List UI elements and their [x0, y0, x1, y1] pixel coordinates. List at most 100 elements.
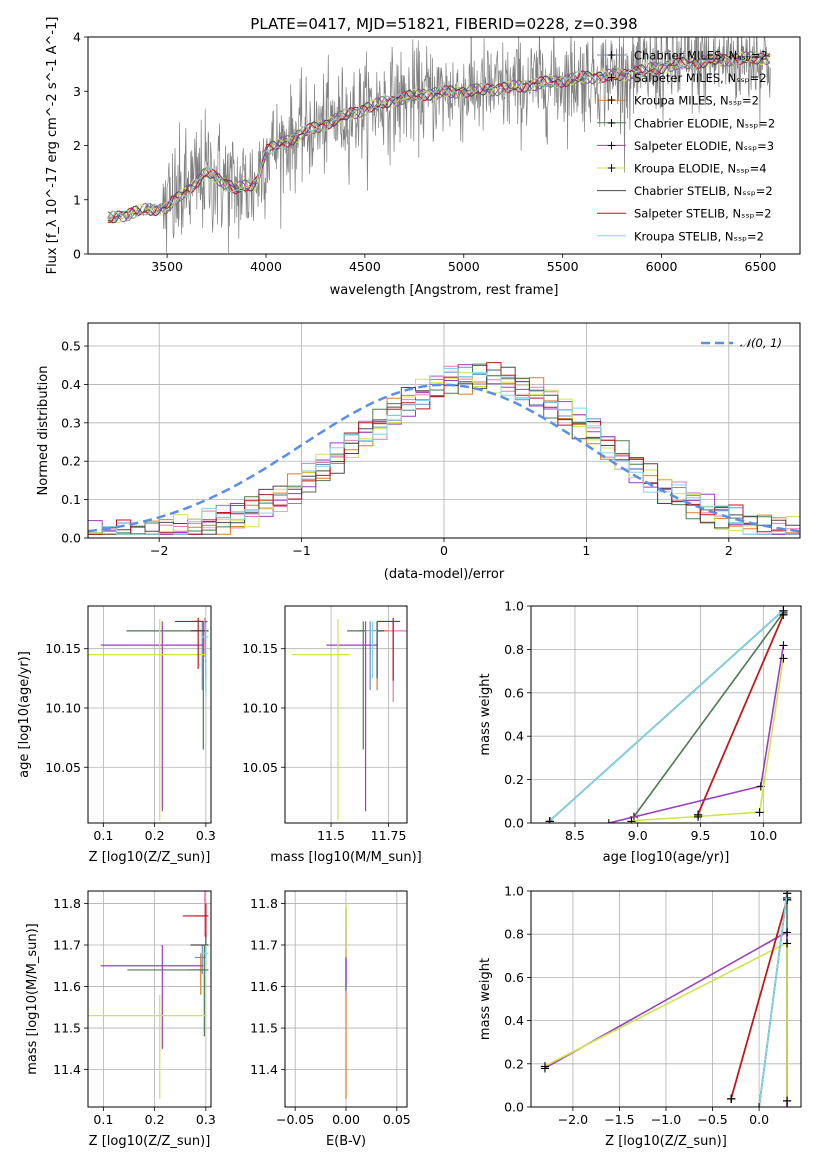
massZ-frame	[87, 890, 212, 1108]
ageZ-xlabel: Z [log10(Z/Z_sun)]	[89, 850, 211, 865]
hist-axes: −2 −1 0 1 2 0.0 0.1 0.2 0.3 0.4 0.5	[61, 322, 801, 558]
mwA-grid	[531, 605, 801, 824]
hist-ytick-label: 0.2	[61, 454, 81, 469]
massZ-xtick-label: 0.3	[196, 1112, 216, 1127]
mwZ-marker: +	[782, 893, 793, 908]
legend-marker: +	[606, 71, 616, 85]
mwA-xtick-label: 9.5	[691, 828, 711, 843]
spectrum-legend-item: Salpeter STELIB, Nₛₛₚ=2	[597, 207, 772, 221]
mwA-series-line	[608, 644, 785, 823]
massE-ytick-label: 11.5	[250, 1021, 278, 1036]
spectrum-legend-item: + Chabrier ELODIE, Nₛₛₚ=2	[597, 116, 775, 130]
spectrum-legend-item: + Kroupa ELODIE, Nₛₛₚ=4	[597, 161, 767, 176]
mwA-ytick-label: 0.8	[504, 642, 524, 657]
ageZ-xtick-label: 0.2	[145, 828, 165, 843]
hist-xtick-label: 2	[725, 543, 733, 558]
ageZ-errorbar-point	[126, 621, 208, 750]
massZ-errorbar-point	[127, 945, 209, 1037]
mwA-plot-area: ++++++++++++ + ++++++++	[544, 604, 789, 832]
ageM-errorbar-point	[365, 621, 378, 679]
ageM-xlabel: mass [log10(M/M_sun)]	[270, 850, 422, 865]
mwA-marker: +	[778, 604, 789, 619]
mwZ-marker: +	[782, 1094, 793, 1109]
spectrum-legend-label: Kroupa STELIB, Nₛₛₚ=2	[634, 229, 764, 243]
massE-ytick-label: 11.7	[250, 938, 278, 953]
legend-marker: +	[606, 116, 616, 130]
mwA-marker: +	[754, 806, 765, 821]
hist-xtick-label: −2	[150, 543, 168, 558]
spec-xtick-label: 6000	[646, 259, 678, 274]
spectrum-xlabel: wavelength [Angstrom, rest frame]	[330, 283, 559, 298]
massZ-errorbar-point	[100, 945, 204, 1049]
massE-xlabel: E(B-V)	[326, 1134, 366, 1149]
mwA-marker: +	[693, 808, 704, 823]
mwZ-ylabel: mass weight	[478, 958, 493, 1040]
massZ-ytick-label: 11.5	[53, 1021, 81, 1036]
ageM-errorbar-point	[291, 619, 350, 821]
mwZ-marker: +	[726, 1092, 737, 1107]
ageM-ytick-label: 10.15	[242, 641, 278, 656]
spectrum-legend-label: Salpeter STELIB, Nₛₛₚ=2	[634, 207, 772, 221]
mwA-ytick-label: 0.4	[504, 729, 524, 744]
figure-title: PLATE=0417, MJD=51821, FIBERID=0228, z=0…	[250, 15, 637, 33]
hist-grid	[88, 323, 800, 539]
spectrum-legend-label: Salpeter MILES, Nₛₛₚ=2	[634, 71, 767, 85]
hist-ylabel: Normed distribution	[36, 366, 51, 496]
mwA-marker: +	[778, 652, 789, 667]
mwZ-xtick-label: −1.0	[651, 1112, 681, 1127]
mwZ-xtick-label: 0.0	[749, 1112, 769, 1127]
mwA-marker: +	[693, 810, 704, 825]
hist-xtick-label: −1	[292, 543, 310, 558]
mwZ-marker: +	[754, 1101, 765, 1116]
mwZ-marker: +	[782, 926, 793, 941]
spec-xtick-label: 6500	[745, 259, 777, 274]
mwZ-xtick-label: −1.5	[604, 1112, 634, 1127]
massE-xtick-label: 0.05	[383, 1112, 411, 1127]
mwZ-ytick-label: 0.2	[504, 1056, 524, 1071]
legend-marker: +	[606, 93, 616, 107]
mwZ-marker: +	[726, 1092, 737, 1107]
mwZ-ytick-label: 0.6	[504, 970, 524, 985]
legend-marker: +	[606, 48, 616, 62]
spectrum-legend-label: Kroupa MILES, Nₛₛₚ=2	[634, 94, 759, 108]
ageZ-errorbar-point	[88, 619, 206, 821]
massZ-errorbar-point	[182, 903, 209, 937]
spectrum-ylabel: Flux [f_λ 10^-17 erg cm^-2 s^-1 A^-1]	[45, 17, 60, 275]
hist-ytick-label: 0.4	[61, 377, 81, 392]
mwA-marker: +	[603, 817, 614, 832]
massE-xtick-label: −0.05	[276, 1112, 314, 1127]
legend-marker: +	[606, 138, 616, 152]
mwA-marker: +	[778, 604, 789, 619]
spec-xtick-label: 5000	[448, 259, 480, 274]
spectrum-model-line	[107, 51, 771, 223]
hist-xtick-label: 0	[440, 543, 448, 558]
ageZ-ytick-label: 10.15	[45, 641, 81, 656]
spec-xtick-label: 5500	[547, 259, 579, 274]
ageZ-xtick-label: 0.1	[93, 828, 113, 843]
mwA-marker: +	[544, 814, 555, 829]
hist-xtick-label: 1	[582, 543, 590, 558]
mwA-xtick-label: 8.5	[565, 828, 585, 843]
mwZ-series-line	[730, 899, 788, 1099]
spectrum-model-line	[107, 51, 770, 221]
mwA-xlabel: age [log10(age/yr)]	[603, 850, 730, 865]
massZ-grid	[88, 891, 211, 1107]
spec-ytick-label: 2	[73, 138, 81, 153]
ageZ-grid	[88, 606, 211, 823]
ageZ-frame	[87, 605, 212, 824]
spectrum-legend-item: + Kroupa MILES, Nₛₛₚ=2	[597, 93, 759, 108]
spectrum-data-line	[107, 37, 771, 254]
mwZ-plot-area: ++++++++++++++++++++	[540, 887, 793, 1116]
spectrum-legend-item: + Salpeter ELODIE, Nₛₛₚ=3	[597, 138, 774, 153]
legend-marker: +	[606, 161, 616, 175]
massE-axes: −0.05 0.00 0.05 11.4 11.5 11.6 11.7 11.8	[250, 890, 411, 1127]
spec-ytick-label: 1	[73, 192, 81, 207]
mwA-ytick-label: 0.6	[504, 685, 524, 700]
spectrum-model-line	[107, 51, 771, 224]
mwA-xtick-label: 9.0	[628, 828, 648, 843]
massE-ytick-label: 11.8	[250, 896, 278, 911]
massZ-axes: 0.1 0.2 0.3 11.4 11.5 11.6 11.7 11.8	[53, 890, 216, 1127]
mwZ-marker: +	[782, 887, 793, 902]
massZ-xtick-label: 0.1	[93, 1112, 113, 1127]
ageM-grid	[285, 606, 407, 823]
